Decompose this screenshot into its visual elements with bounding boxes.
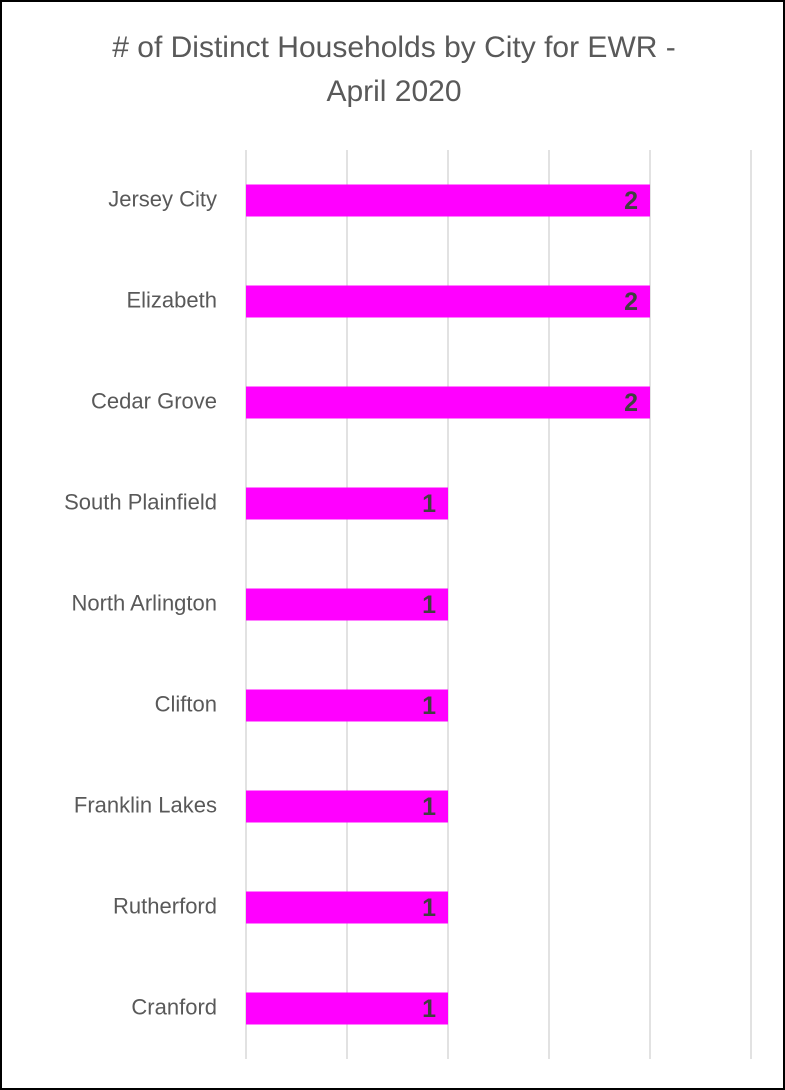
chart-title: # of Distinct Households by City for EWR… xyxy=(112,31,676,108)
data-label: 1 xyxy=(422,591,436,619)
y-tick-label: Franklin Lakes xyxy=(74,792,217,817)
y-tick-label: North Arlington xyxy=(71,590,217,615)
data-label: 1 xyxy=(422,692,436,720)
y-tick-label: Elizabeth xyxy=(126,287,217,312)
data-label: 2 xyxy=(624,288,638,316)
data-label: 2 xyxy=(624,187,638,215)
data-label: 1 xyxy=(422,490,436,518)
data-label: 1 xyxy=(422,894,436,922)
bar xyxy=(246,285,650,318)
y-tick-label: South Plainfield xyxy=(64,489,217,514)
bar xyxy=(246,487,448,520)
y-tick-label: Cedar Grove xyxy=(91,388,217,413)
bar xyxy=(246,992,448,1025)
bar xyxy=(246,891,448,924)
bar xyxy=(246,386,650,419)
y-tick-label: Rutherford xyxy=(113,893,217,918)
bar xyxy=(246,184,650,217)
bar xyxy=(246,588,448,621)
bar xyxy=(246,790,448,823)
data-label: 1 xyxy=(422,793,436,821)
data-label: 1 xyxy=(422,995,436,1023)
y-tick-label: Cranford xyxy=(131,994,217,1019)
y-tick-label: Jersey City xyxy=(108,186,217,211)
data-label: 2 xyxy=(624,389,638,417)
bar xyxy=(246,689,448,722)
y-tick-label: Clifton xyxy=(155,691,217,716)
